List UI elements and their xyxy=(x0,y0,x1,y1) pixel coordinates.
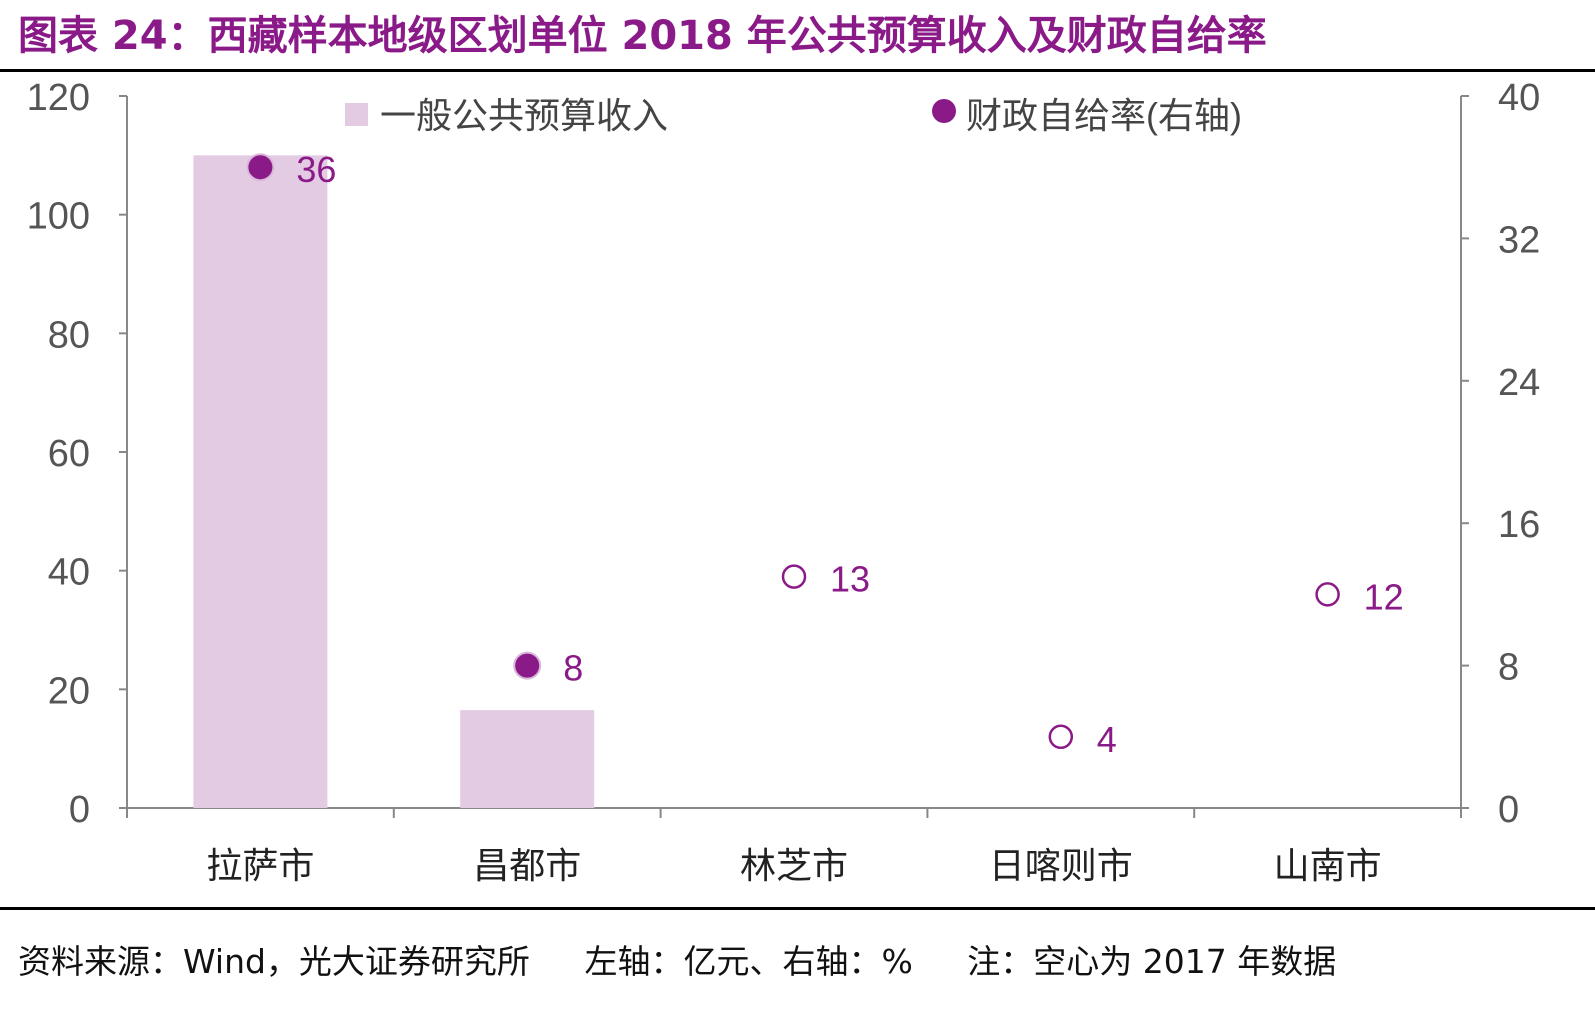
dot-value-label: 12 xyxy=(1364,576,1404,617)
revenue-bar xyxy=(460,710,595,808)
legend-label-dot: 财政自给率(右轴) xyxy=(966,95,1242,136)
footnote: 资料来源：Wind，光大证券研究所 左轴：亿元、右轴：% 注：空心为 2017 … xyxy=(18,935,1336,983)
dual-axis-chart: 0 20 40 60 80 100 120 0 8 16 24 32 40 拉萨市 昌都市 林芝市 日喀则市 山南… xyxy=(27,77,1541,886)
left-tick-label: 60 xyxy=(48,433,90,475)
right-tick-label: 8 xyxy=(1498,647,1519,689)
right-tick-label: 16 xyxy=(1498,504,1540,546)
self-sufficiency-dot xyxy=(513,651,542,680)
dot-value-label: 13 xyxy=(830,559,870,600)
right-tick-label: 32 xyxy=(1498,219,1540,261)
hollow-note: 注：空心为 2017 年数据 xyxy=(967,942,1337,981)
self-sufficiency-dot xyxy=(246,153,275,182)
left-tick-label: 40 xyxy=(48,552,90,594)
source-note: 资料来源：Wind，光大证券研究所 xyxy=(18,942,530,981)
dots-group: 36 8 13 4 12 xyxy=(246,149,1404,760)
left-tick-label: 80 xyxy=(48,314,90,356)
x-category-label: 日喀则市 xyxy=(989,845,1133,886)
left-tick-label: 120 xyxy=(27,77,90,119)
right-tick-label: 24 xyxy=(1498,362,1540,404)
title-divider xyxy=(0,69,1595,72)
revenue-bar xyxy=(193,155,328,808)
left-tick-label: 0 xyxy=(69,789,90,831)
right-tick-label: 40 xyxy=(1498,77,1540,119)
legend-label-bar: 一般公共预算收入 xyxy=(380,95,668,136)
left-tick-label: 100 xyxy=(27,196,90,238)
footer-divider xyxy=(0,907,1595,910)
self-sufficiency-dot-2017 xyxy=(1315,582,1340,607)
dot-value-label: 4 xyxy=(1097,719,1117,760)
x-category-label: 山南市 xyxy=(1274,845,1382,886)
x-category-label: 拉萨市 xyxy=(206,845,314,886)
chart-title: 图表 24：西藏样本地级区划单位 2018 年公共预算收入及财政自给率 xyxy=(18,13,1267,59)
self-sufficiency-dot-2017 xyxy=(1048,724,1074,750)
legend-swatch-dot xyxy=(932,99,956,123)
x-category-label: 林芝市 xyxy=(740,845,848,886)
self-sufficiency-dot-2017 xyxy=(781,564,807,589)
axes-group: 0 20 40 60 80 100 120 0 8 16 24 32 40 拉萨市 昌都市 林芝市 日喀则市 山南… xyxy=(27,77,1541,886)
dot-value-label: 8 xyxy=(563,648,583,689)
dot-value-label: 36 xyxy=(296,149,336,190)
legend: 一般公共预算收入 财政自给率(右轴) xyxy=(345,95,1242,136)
x-category-label: 昌都市 xyxy=(473,845,581,886)
left-tick-label: 20 xyxy=(48,670,90,712)
units-note: 左轴：亿元、右轴：% xyxy=(584,942,913,981)
bars-group xyxy=(193,155,595,808)
legend-swatch-bar xyxy=(345,103,368,126)
right-tick-label: 0 xyxy=(1498,789,1519,831)
